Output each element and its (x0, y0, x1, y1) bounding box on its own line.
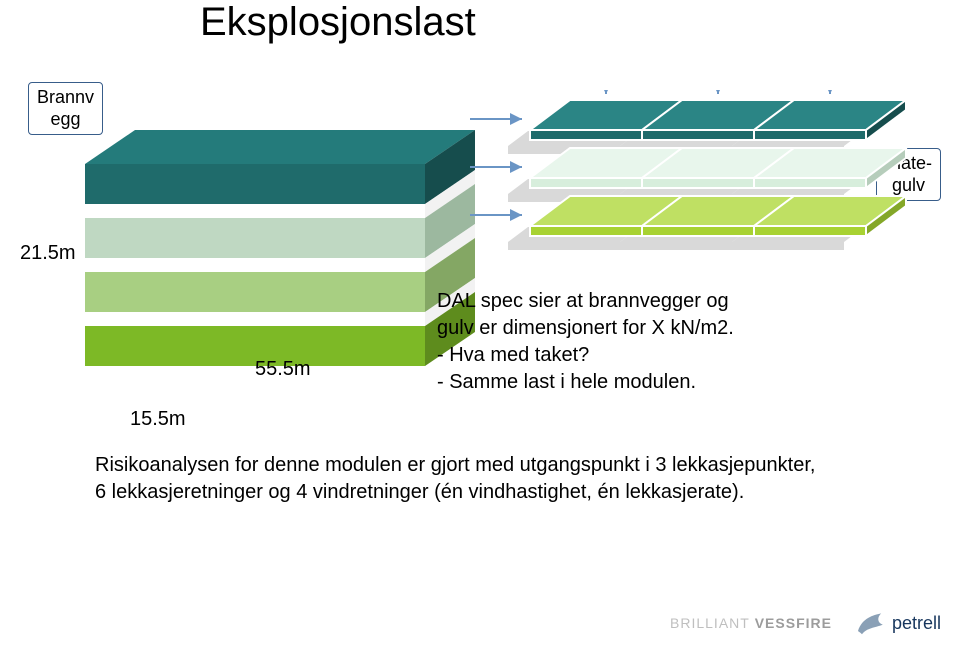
page-title: Eksplosjonslast (200, 0, 476, 45)
body-l1: Risikoanalysen for denne modulen er gjor… (95, 452, 895, 479)
dim-height: 21.5m (20, 242, 76, 265)
brand-bold: VESSFIRE (750, 615, 832, 631)
dim-depth: 15.5m (130, 408, 186, 431)
body-l2: 6 lekkasjeretninger og 4 vindretninger (… (95, 479, 895, 506)
petrell-bird-icon (854, 610, 886, 636)
body-text: Risikoanalysen for denne modulen er gjor… (95, 452, 895, 506)
dal-l1: DAL spec sier at brannvegger og (437, 288, 797, 315)
brand-light: BRILLIANT (670, 615, 750, 631)
petrell-text: petrell (892, 613, 941, 634)
brand-vessfire: BRILLIANT VESSFIRE (670, 615, 832, 631)
footer: BRILLIANT VESSFIRE petrell (670, 610, 941, 636)
brand-petrell: petrell (854, 610, 941, 636)
dal-l2: gulv er dimensjonert for X kN/m2. (437, 315, 797, 342)
dal-l3: - Hva med taket? (437, 342, 797, 369)
dim-width: 55.5m (255, 358, 311, 381)
dal-textblock: DAL spec sier at brannvegger og gulv er … (437, 288, 797, 396)
dal-l4: - Samme last i hele modulen. (437, 369, 797, 396)
